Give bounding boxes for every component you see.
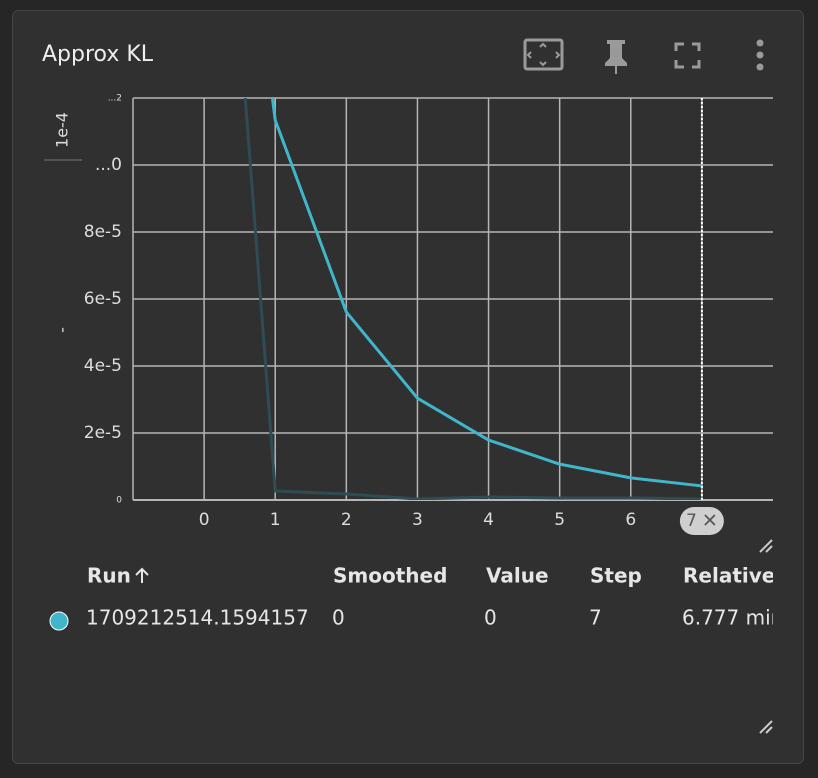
x-tick-label: 7 (686, 511, 697, 531)
y-tick-label: 4e-5 (84, 356, 122, 376)
column-header: Relative (683, 564, 775, 588)
column-header: Smoothed (333, 564, 447, 588)
x-tick-label: 1 (270, 510, 281, 530)
run-color (49, 611, 69, 631)
resize-handle[interactable] (759, 720, 773, 734)
menu-icon[interactable] (756, 39, 764, 71)
y-tick-label: 0 (116, 496, 122, 506)
sort-arrow (135, 567, 149, 583)
fullscreen-icon[interactable] (674, 42, 701, 69)
column-header: Value (486, 564, 549, 588)
y-tick-label: ...2 (108, 94, 122, 104)
y-scale-label: 1e-4 (53, 112, 72, 148)
column-header: Run (87, 564, 131, 588)
x-tick-label: 5 (554, 510, 565, 530)
pin-icon[interactable] (605, 40, 627, 74)
card-title: Approx KL (42, 42, 154, 67)
table-cell: 0 (332, 606, 345, 630)
y-tick-label: 8e-5 (84, 222, 122, 242)
x-tick-label: 3 (412, 510, 423, 530)
table-cell: 1709212514.1594157 (86, 606, 309, 630)
y-axis-label: - (53, 327, 72, 333)
y-tick-label: 6e-5 (84, 289, 122, 309)
x-tick-label: 0 (199, 510, 210, 530)
series-line (270, 98, 703, 488)
table-cell: 7 (589, 606, 602, 630)
x-tick-label: 2 (341, 510, 352, 530)
y-tick-label: 2e-5 (84, 423, 122, 443)
resize-handle[interactable] (759, 539, 773, 553)
x-tick-label: 6 (625, 510, 636, 530)
x-tick-label: 4 (483, 510, 494, 530)
fit-icon[interactable] (523, 38, 564, 71)
column-header: Step (590, 564, 642, 588)
chip-close (704, 514, 716, 526)
y-tick-label: ...0 (95, 155, 122, 175)
series-line (243, 98, 702, 500)
table-cell: 6.777 min (682, 606, 783, 630)
table-cell: 0 (484, 606, 497, 630)
cursor-chip (679, 507, 724, 535)
